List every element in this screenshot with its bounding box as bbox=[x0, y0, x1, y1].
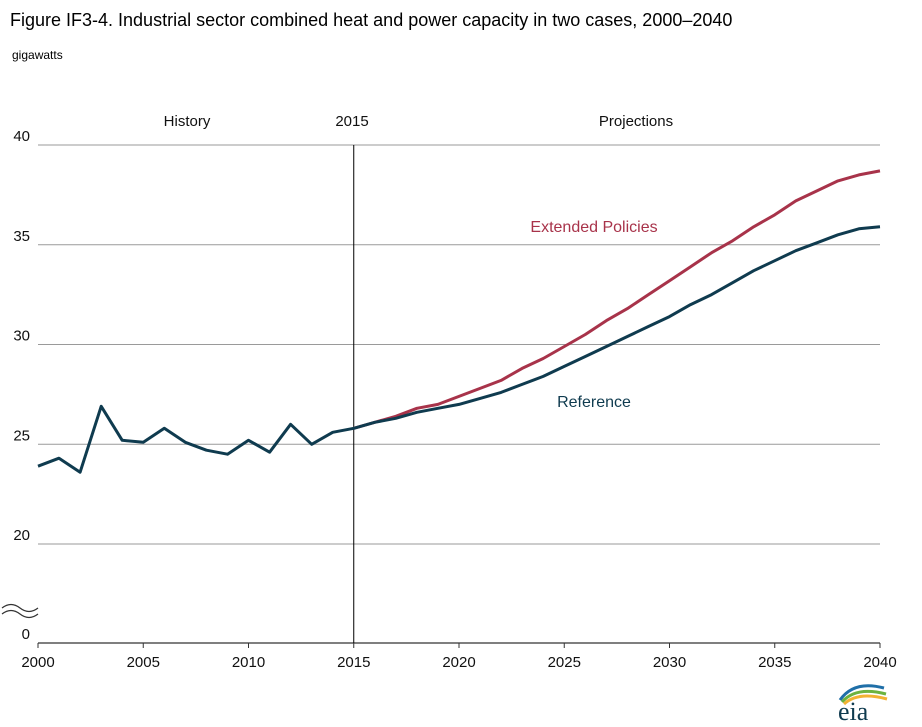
projections-label: Projections bbox=[599, 113, 673, 130]
x-tick-label: 2000 bbox=[21, 654, 54, 671]
y-tick-label: 40 bbox=[13, 128, 30, 145]
eia-logo-text: eia bbox=[838, 697, 869, 722]
chart-title: Figure IF3-4. Industrial sector combined… bbox=[10, 10, 733, 30]
y-tick-label: 0 bbox=[22, 626, 30, 643]
gridlines bbox=[38, 144, 880, 644]
x-tick-label: 2020 bbox=[442, 654, 475, 671]
axis-break-icon bbox=[1, 603, 39, 619]
reference-series-label: Reference bbox=[557, 394, 631, 411]
x-tick-label: 2015 bbox=[337, 654, 370, 671]
unit-label: gigawatts bbox=[12, 48, 63, 62]
extended-policies-line bbox=[353, 169, 881, 430]
y-tick-label: 35 bbox=[13, 228, 30, 245]
y-tick-labels: 0 20 25 30 35 40 bbox=[13, 128, 30, 643]
eia-logo: eia bbox=[838, 684, 888, 722]
history-label: History bbox=[164, 113, 211, 130]
series-lines bbox=[37, 169, 881, 474]
x-tick-label: 2025 bbox=[548, 654, 581, 671]
x-tick-label: 2035 bbox=[758, 654, 791, 671]
x-tick-label: 2010 bbox=[232, 654, 265, 671]
y-tick-label: 20 bbox=[13, 527, 30, 544]
x-tick-label: 2030 bbox=[653, 654, 686, 671]
x-tick-label: 2040 bbox=[863, 654, 896, 671]
y-tick-label: 30 bbox=[13, 328, 30, 345]
y-tick-label: 25 bbox=[13, 427, 30, 444]
extended-policies-series-label: Extended Policies bbox=[530, 219, 657, 236]
divider-year-label: 2015 bbox=[335, 113, 368, 130]
x-tick-labels: 2000 2005 2010 2015 2020 2025 2030 2035 2040 bbox=[21, 643, 897, 671]
reference-line bbox=[37, 225, 881, 474]
x-tick-label: 2005 bbox=[127, 654, 160, 671]
